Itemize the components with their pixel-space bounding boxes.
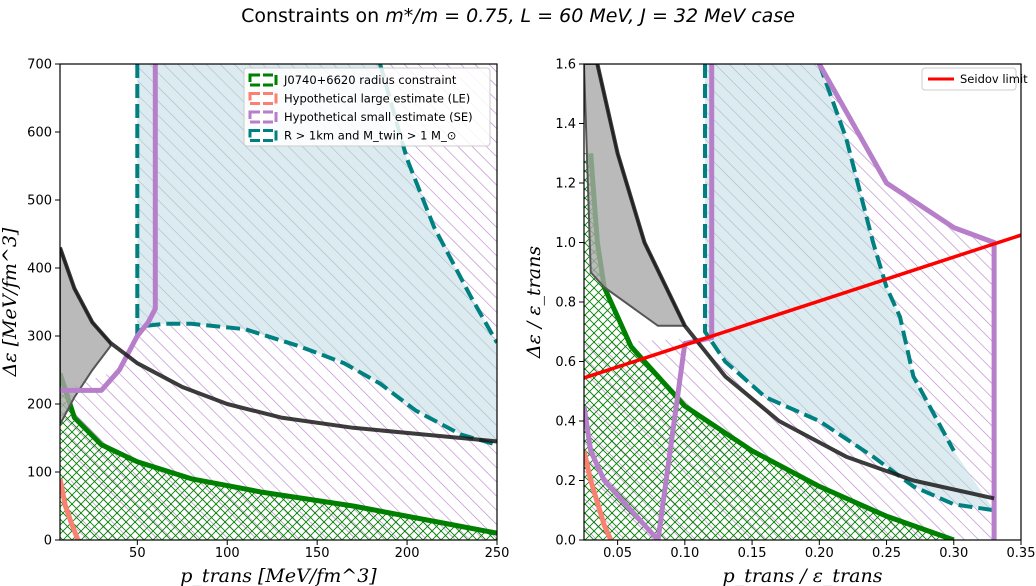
y-ticks: 0.0 0.2 0.4 0.6 0.8 1.0 1.2 1.4 1.6 bbox=[555, 58, 584, 549]
green-hatched-region bbox=[584, 153, 954, 540]
legend-label: R > 1km and M_twin > 1 M_⊙ bbox=[284, 129, 456, 143]
legend-swatch bbox=[248, 110, 278, 124]
y-tick-label: 600 bbox=[27, 126, 52, 141]
x-ticks: 50 100 150 200 250 bbox=[129, 540, 509, 561]
teal-upper-boundary-line bbox=[817, 64, 956, 452]
axes-frame bbox=[59, 63, 498, 541]
y-tick-label: 100 bbox=[27, 466, 52, 481]
left-chart: 50 100 150 200 250 0 100 200 300 400 500 600 700 p_tr… bbox=[0, 58, 509, 586]
y-axis-label: Δε [MeV/fm^3] bbox=[0, 227, 21, 377]
legend: J0740+6620 radius constraint Hypothetical… bbox=[243, 67, 491, 147]
figure-title: Constraints on m*/m = 0.75, L = 60 MeV, … bbox=[241, 5, 795, 27]
y-axis-label: Δε / ε_trans bbox=[523, 246, 545, 359]
plot-area bbox=[60, 64, 497, 540]
legend-swatch bbox=[248, 73, 278, 87]
x-tick-label: 0.30 bbox=[939, 546, 968, 561]
legend-box bbox=[243, 67, 491, 147]
y-tick-label: 0.2 bbox=[555, 474, 576, 489]
x-axis-label: p_trans [MeV/fm^3] bbox=[180, 565, 377, 586]
legend-box bbox=[921, 67, 1017, 91]
le-boundary-line bbox=[584, 450, 614, 540]
legend-label: Seidov limit bbox=[960, 72, 1028, 86]
x-tick-label: 0.20 bbox=[805, 546, 834, 561]
teal-region-hatch bbox=[137, 64, 497, 445]
y-tick-label: 0.6 bbox=[555, 355, 576, 370]
seidov-limit-line bbox=[584, 233, 1021, 380]
y-tick-label: 700 bbox=[27, 58, 52, 73]
y-tick-label: 400 bbox=[27, 262, 52, 277]
x-tick-label: 0.05 bbox=[603, 546, 632, 561]
x-tick-label: 200 bbox=[395, 546, 420, 561]
x-tick-label: 150 bbox=[305, 546, 330, 561]
y-tick-label: 1.4 bbox=[555, 117, 576, 132]
y-tick-label: 0.4 bbox=[555, 415, 576, 430]
x-axis-label: p_trans / ε_trans bbox=[723, 565, 883, 586]
y-tick-label: 1.0 bbox=[555, 236, 576, 251]
y-tick-label: 1.6 bbox=[555, 58, 576, 73]
se-outer-boundary-line bbox=[817, 64, 997, 540]
teal-boundary-line bbox=[135, 64, 497, 447]
y-tick-label: 300 bbox=[27, 330, 52, 345]
y-tick-label: 0.0 bbox=[555, 534, 576, 549]
legend: Seidov limit bbox=[921, 67, 1028, 91]
y-ticks: 0 100 200 300 400 500 600 700 bbox=[27, 58, 60, 549]
x-ticks: 0.05 0.10 0.15 0.20 0.25 0.30 0.35 bbox=[603, 540, 1035, 561]
le-boundary-line bbox=[60, 478, 81, 540]
teal-region-hatch bbox=[705, 64, 995, 511]
y-tick-label: 0.8 bbox=[555, 296, 576, 311]
black-curve-line bbox=[60, 246, 497, 444]
legend-swatch bbox=[248, 129, 278, 142]
y-tick-label: 500 bbox=[27, 194, 52, 209]
teal-boundary-line bbox=[703, 64, 995, 513]
legend-label: J0740+6620 radius constraint bbox=[283, 73, 457, 87]
legend-label: Hypothetical small estimate (SE) bbox=[284, 110, 473, 124]
legend-swatch bbox=[248, 92, 278, 105]
x-tick-label: 50 bbox=[129, 546, 146, 561]
green-boundary-line bbox=[60, 372, 497, 536]
green-hatched-region bbox=[60, 373, 497, 540]
right-chart: 0.05 0.10 0.15 0.20 0.25 0.30 0.35 0.0 0.2 0.4 0.6… bbox=[523, 58, 1035, 586]
x-tick-label: 0.10 bbox=[670, 546, 699, 561]
x-tick-label: 250 bbox=[485, 546, 510, 561]
plot-area bbox=[584, 64, 1021, 540]
x-tick-label: 0.35 bbox=[1007, 546, 1036, 561]
figure-title-prefix: Constraints on bbox=[241, 5, 385, 27]
x-tick-label: 0.25 bbox=[872, 546, 901, 561]
se-boundary-line bbox=[60, 64, 158, 393]
x-tick-label: 0.15 bbox=[738, 546, 767, 561]
black-curve-line bbox=[595, 64, 995, 501]
y-tick-label: 200 bbox=[27, 398, 52, 413]
legend-label: Hypothetical large estimate (LE) bbox=[284, 92, 470, 106]
x-tick-label: 100 bbox=[215, 546, 240, 561]
y-tick-label: 1.2 bbox=[555, 177, 576, 192]
figure-title-math: m*/m = 0.75, L = 60 MeV, J = 32 MeV case bbox=[385, 5, 795, 27]
y-tick-label: 0 bbox=[44, 534, 52, 549]
